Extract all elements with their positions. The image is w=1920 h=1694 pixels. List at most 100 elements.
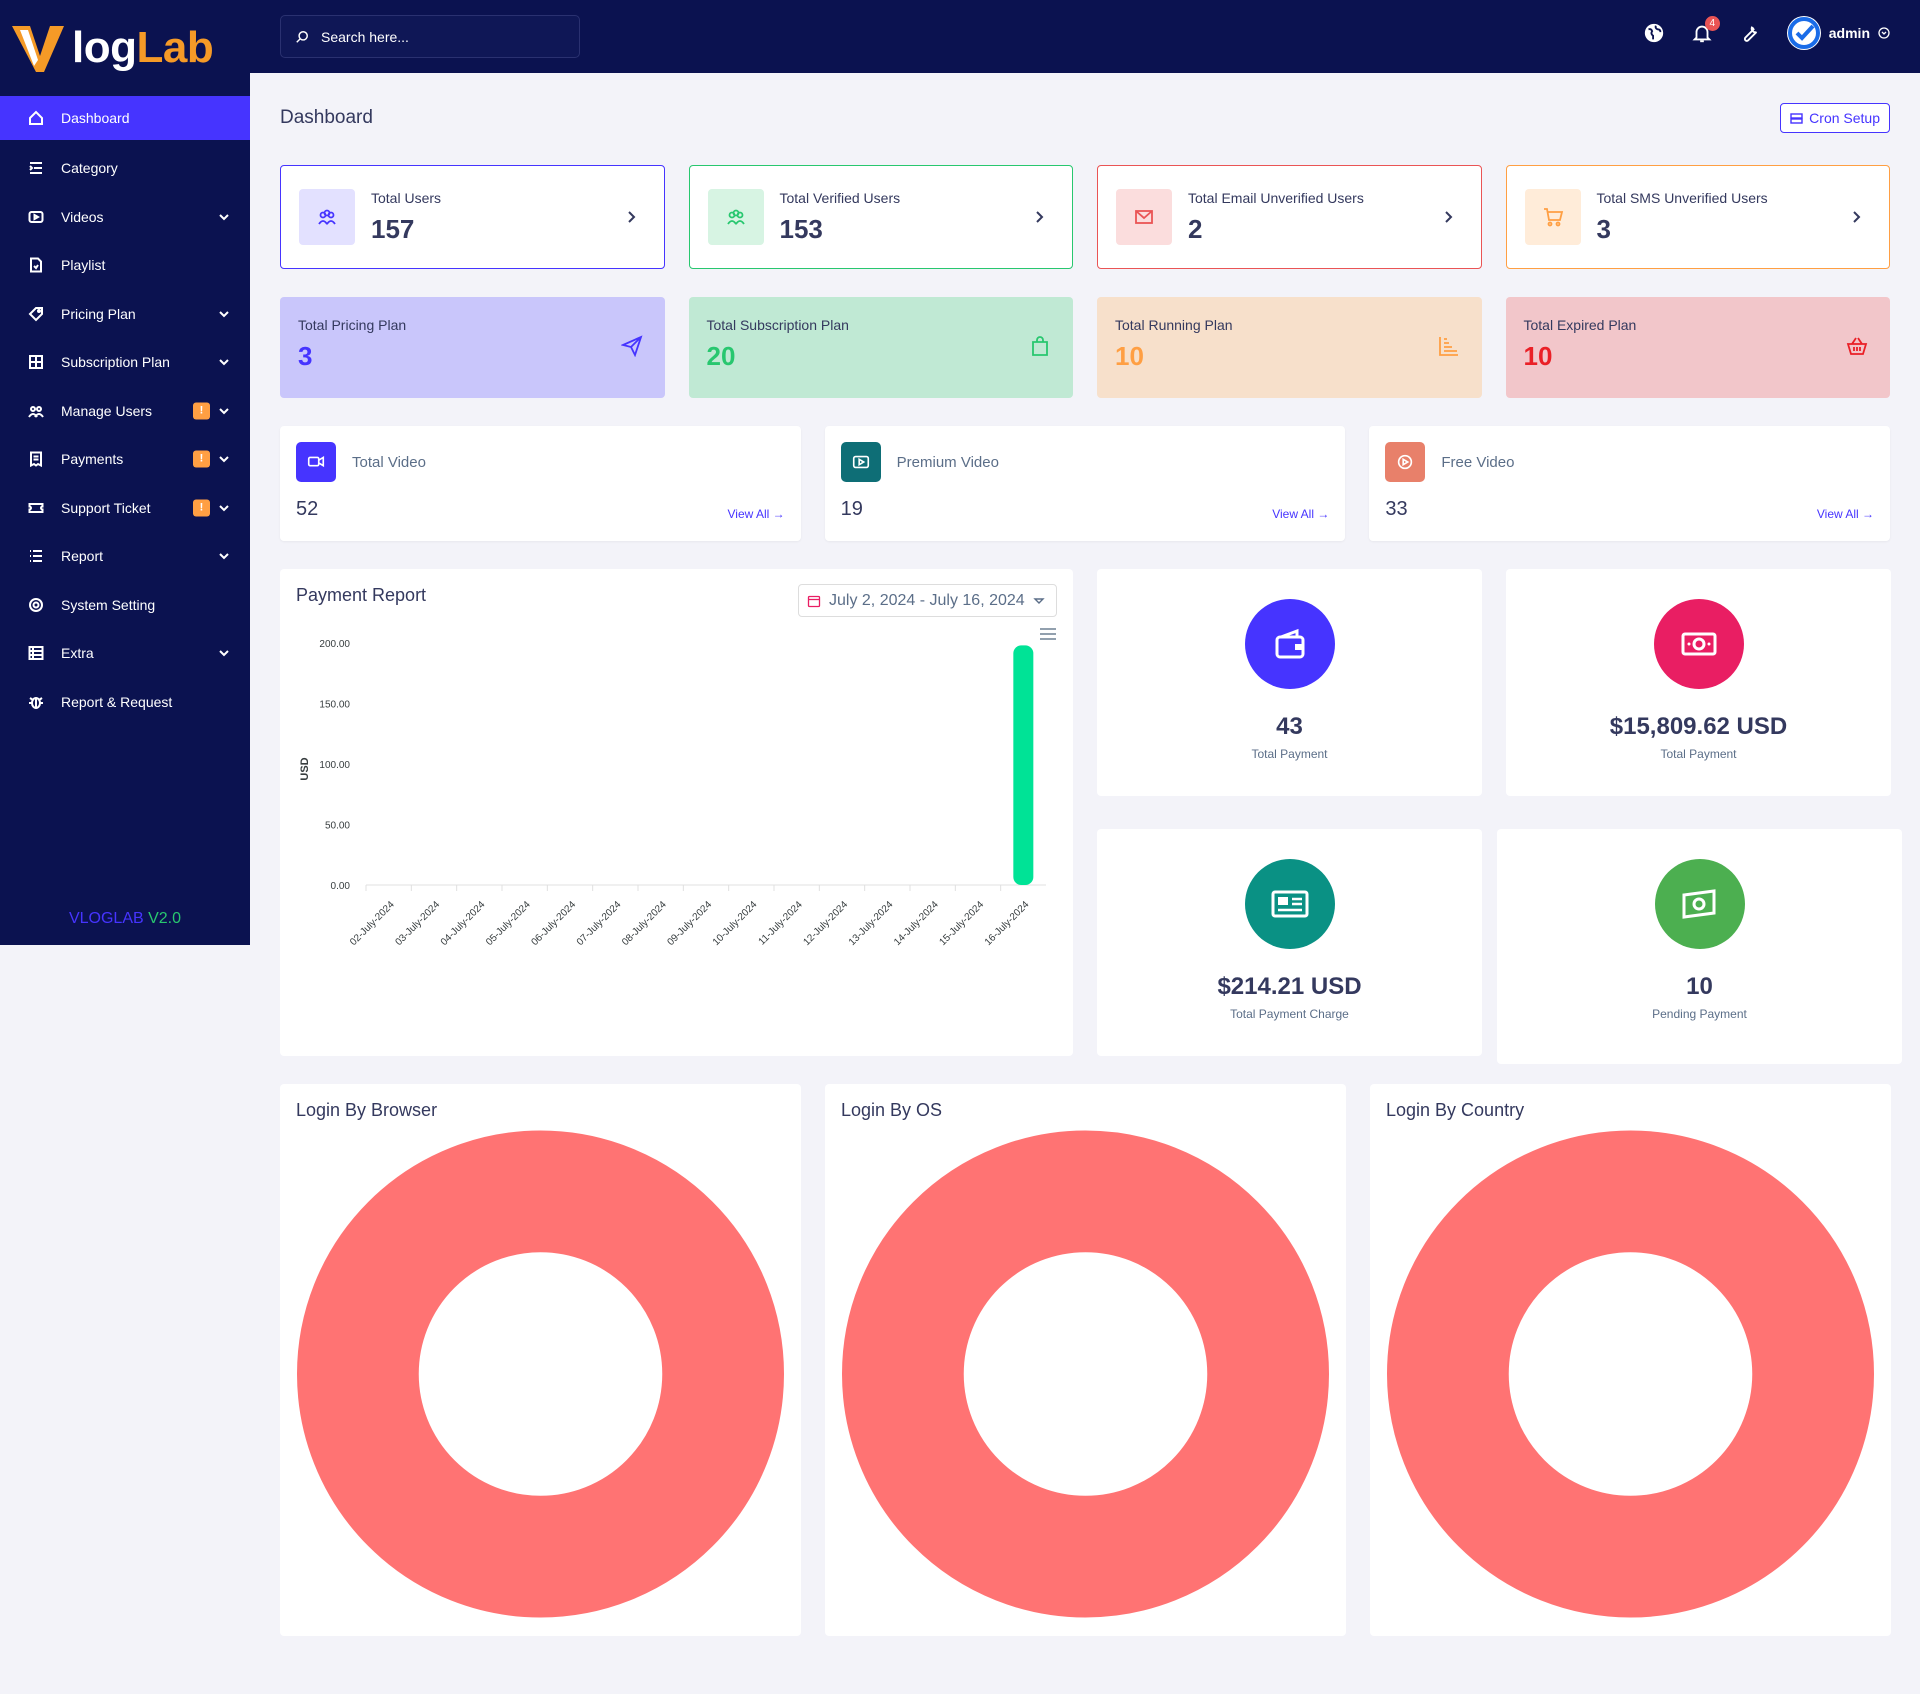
widget-total-sms-unverified-users[interactable]: Total SMS Unverified Users 3 <box>1505 165 1890 269</box>
id-card-icon <box>1244 859 1335 949</box>
version-name: VLOGLAB <box>68 910 144 927</box>
chevron-right-icon[interactable] <box>1849 210 1863 224</box>
view-all-link[interactable]: View All → <box>1817 507 1874 521</box>
widget-value: 52 <box>296 498 319 520</box>
widget-value: 19 <box>840 498 863 520</box>
sidebar-item-label: System Setting <box>61 596 156 613</box>
widget-label: Total Email Unverified Users <box>1188 189 1364 206</box>
video-camera-icon <box>296 442 336 482</box>
sidebar-item-label: Playlist <box>61 257 106 274</box>
topbar: Search here... 4 admin <box>250 0 1920 73</box>
payment-section: Payment Report July 2, 2024 - July 16, 2… <box>280 569 1902 1064</box>
calendar-icon <box>807 595 821 607</box>
sidebar-item-system-setting[interactable]: System Setting <box>0 581 250 630</box>
bell-icon[interactable]: 4 <box>1691 16 1720 44</box>
sidebar-item-playlist[interactable]: Playlist <box>0 241 250 290</box>
avatar <box>1786 16 1821 50</box>
widget-premium-video: Premium Video 19 View All → <box>824 426 1346 541</box>
sidebar-item-label: Report & Request <box>61 693 173 710</box>
globe-icon[interactable] <box>1643 22 1665 44</box>
payment-report-title: Payment Report <box>296 585 427 605</box>
main-content: Dashboard Cron Setup Total Users 157 Tota… <box>280 73 1902 1636</box>
plan-widgets: Total Pricing Plan 3 Total Subscription P… <box>280 297 1890 398</box>
chevron-down-icon <box>219 214 229 221</box>
y-tick-label: 200.00 <box>319 639 350 650</box>
widget-value: 153 <box>779 213 823 244</box>
y-tick-label: 100.00 <box>319 760 350 771</box>
tag-icon <box>28 306 44 322</box>
sidebar-item-label: Pricing Plan <box>61 305 136 322</box>
warning-badge: ! <box>193 450 210 468</box>
chevron-down-icon <box>219 359 229 366</box>
search-input[interactable]: Search here... <box>280 15 580 58</box>
sidebar-item-report-request[interactable]: Report & Request <box>0 678 250 727</box>
donut-slice[interactable] <box>296 1130 785 1618</box>
sidebar-item-label: Category <box>61 160 118 177</box>
widget-label: Total Video <box>352 453 426 471</box>
sidebar-item-report[interactable]: Report <box>0 532 250 581</box>
user-menu[interactable]: admin <box>1786 16 1890 50</box>
widget-total-pricing-plan[interactable]: Total Pricing Plan 3 <box>280 297 665 398</box>
server-icon <box>1790 112 1803 124</box>
widget-total-verified-users[interactable]: Total Verified Users 153 <box>688 165 1073 269</box>
sidebar-item-pricing-plan[interactable]: Pricing Plan <box>0 290 250 339</box>
x-tick-label: 09-July-2024 <box>665 899 714 948</box>
donut-title: Login By Country <box>1386 1100 1525 1120</box>
sidebar: logLab Dashboard Category Videos Playlist Pr… <box>0 0 250 945</box>
chevron-right-icon[interactable] <box>1441 210 1455 224</box>
sidebar-item-payments[interactable]: Payments! <box>0 435 250 484</box>
widget-total-users[interactable]: Total Users 157 <box>280 165 665 269</box>
donut-slice[interactable] <box>1386 1130 1875 1618</box>
sidebar-item-label: Payments <box>61 451 124 468</box>
y-tick-label: 50.00 <box>325 821 350 832</box>
users-check-icon <box>707 189 764 245</box>
server-icon <box>28 645 44 661</box>
donut-title: Login By OS <box>841 1100 943 1120</box>
sidebar-item-support-ticket[interactable]: Support Ticket! <box>0 484 250 533</box>
donut-slice[interactable] <box>841 1130 1330 1618</box>
sidebar-item-extra[interactable]: Extra <box>0 629 250 678</box>
widget-total-email-unverified-users[interactable]: Total Email Unverified Users 2 <box>1097 165 1482 269</box>
sidebar-item-videos[interactable]: Videos <box>0 193 250 242</box>
donut-card-login-by-country: Login By Country <box>1370 1084 1891 1636</box>
widget-label: Total Users <box>371 189 442 206</box>
payment-chart: 0.00 50.00 100.00 150.00 200.00 USD 02-July-20… <box>299 628 1056 948</box>
sidebar-item-dashboard[interactable]: Dashboard <box>0 96 250 140</box>
chevron-right-icon[interactable] <box>1032 210 1046 224</box>
sidebar-item-manage-users[interactable]: Manage Users! <box>0 387 250 436</box>
sidebar-item-subscription-plan[interactable]: Subscription Plan <box>0 338 250 387</box>
chart-menu-icon[interactable] <box>1040 628 1056 640</box>
stat-label: Total Payment <box>1660 747 1737 761</box>
grid-icon <box>28 354 44 370</box>
cron-setup-button[interactable]: Cron Setup <box>1780 103 1890 133</box>
search-icon <box>296 30 308 43</box>
view-all-label: View All <box>1816 507 1859 521</box>
widget-total-video: Total Video 52 View All → <box>280 426 801 541</box>
chevron-right-icon[interactable] <box>624 210 638 224</box>
wrench-icon[interactable] <box>1739 22 1761 44</box>
basket-icon <box>1846 337 1868 355</box>
x-tick-label: 14-July-2024 <box>892 899 941 948</box>
widget-value: 33 <box>1385 498 1408 520</box>
donut-card-login-by-os: Login By OS <box>825 1084 1346 1636</box>
donut-chart <box>841 1130 1330 1618</box>
brand-logo[interactable]: logLab <box>0 0 250 96</box>
chevron-down-icon <box>219 650 229 657</box>
chart-bar <box>1013 645 1034 885</box>
view-all-link[interactable]: View All → <box>728 507 785 521</box>
view-all-label: View All <box>727 507 770 521</box>
chevron-down-circle-icon <box>1878 27 1890 39</box>
bag-icon <box>1032 336 1048 356</box>
wallet-icon <box>1244 599 1335 689</box>
widget-total-running-plan[interactable]: Total Running Plan 10 <box>1097 297 1482 398</box>
stat-card-total-payment: $15,809.62 USD Total Payment <box>1506 569 1891 796</box>
sidebar-item-category[interactable]: Category <box>0 144 250 193</box>
view-all-link[interactable]: View All → <box>1272 507 1329 521</box>
x-tick-label: 04-July-2024 <box>439 899 488 948</box>
date-range-text: July 2, 2024 - July 16, 2024 <box>829 591 1025 609</box>
version-number: V2.0 <box>148 910 182 927</box>
widget-total-subscription-plan[interactable]: Total Subscription Plan 20 <box>688 297 1073 398</box>
date-range-picker[interactable]: July 2, 2024 - July 16, 2024 <box>798 584 1057 617</box>
arrow-right-icon: → <box>1862 507 1875 521</box>
widget-total-expired-plan[interactable]: Total Expired Plan 10 <box>1505 297 1890 398</box>
